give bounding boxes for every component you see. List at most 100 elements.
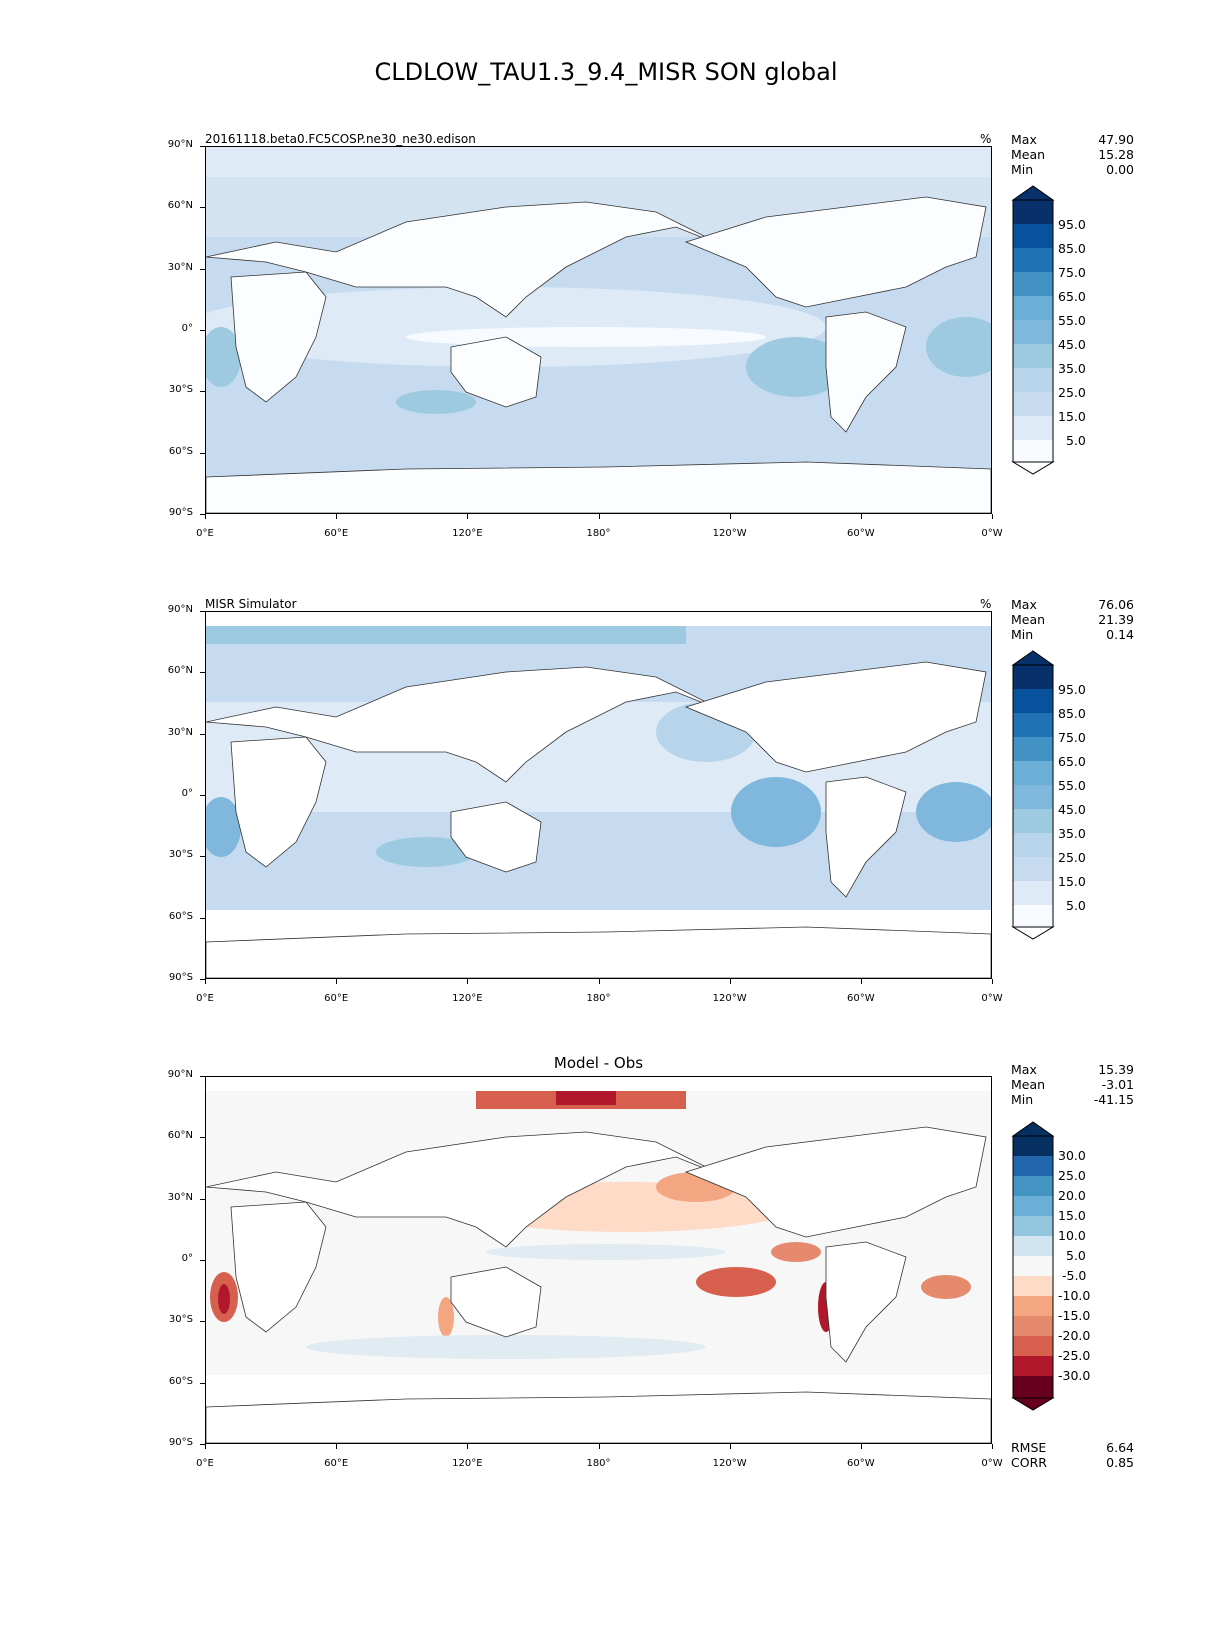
colorbar-label: 25.0 — [1058, 850, 1086, 865]
panel-title: Model - Obs — [553, 1054, 644, 1072]
min-label: Min — [1011, 1092, 1034, 1107]
colorbar-label: 30.0 — [1058, 1148, 1086, 1163]
x-tick-mark — [205, 1444, 206, 1449]
y-tick-mark — [200, 979, 205, 980]
y-tick-label: 60°N — [167, 665, 193, 677]
mean-value: 15.28 — [1098, 147, 1134, 162]
stats-block: Max 47.90 Mean 15.28 Min 0.00 — [1011, 132, 1134, 177]
colorbar-label: 85.0 — [1058, 706, 1086, 721]
panel-obs: MISR Simulator % Max 76.06 Mean 21.39 Min 0… — [0, 597, 1212, 1037]
y-tick-label: 60°N — [167, 1130, 193, 1142]
x-tick-label: 120°W — [712, 528, 747, 539]
x-tick-mark — [336, 514, 338, 519]
y-tick-label: 90°S — [168, 972, 193, 983]
colorbar-label: 55.0 — [1058, 778, 1086, 793]
colorbar-label: 35.0 — [1058, 361, 1086, 376]
colorbar-label: -25.0 — [1058, 1348, 1091, 1363]
colorbar-label: 10.0 — [1058, 1228, 1086, 1243]
max-value: 76.06 — [1098, 597, 1134, 612]
colorbar-label: 75.0 — [1058, 265, 1086, 280]
x-tick-label: 60°W — [847, 993, 875, 1004]
units-label: % — [980, 132, 992, 146]
y-tick-label: 90°S — [168, 1437, 193, 1448]
y-tick-label: 60°N — [167, 200, 193, 212]
colorbar: 95.0 85.0 75.0 65.0 55.0 45.0 35.0 25.0 … — [1011, 649, 1161, 941]
x-tick-label: 0°W — [981, 528, 1003, 539]
colorbar-label: 65.0 — [1058, 289, 1086, 304]
x-tick-mark — [336, 1444, 338, 1449]
mean-label: Mean — [1011, 612, 1046, 627]
x-tick-mark — [467, 1444, 469, 1449]
map-plot — [205, 146, 992, 514]
y-tick-mark — [200, 1321, 205, 1323]
mean-label: Mean — [1011, 147, 1046, 162]
y-tick-mark — [200, 452, 205, 454]
x-tick-label: 0°E — [196, 1458, 214, 1469]
x-tick-label: 60°E — [324, 1458, 349, 1469]
colorbar-label: -10.0 — [1058, 1288, 1091, 1303]
y-tick-mark — [200, 1260, 205, 1261]
min-label: Min — [1011, 627, 1034, 642]
max-label: Max — [1011, 132, 1037, 147]
x-tick-mark — [598, 1444, 600, 1449]
x-tick-mark — [992, 1444, 993, 1449]
y-tick-label: 60°S — [168, 1375, 193, 1387]
rmse-label: RMSE — [1011, 1440, 1047, 1455]
y-tick-label: 30°S — [168, 1314, 193, 1326]
colorbar-label: 15.0 — [1058, 874, 1086, 889]
x-tick-mark — [205, 514, 206, 519]
y-tick-mark — [200, 1382, 205, 1384]
y-tick-label: 30°N — [167, 1191, 193, 1203]
colorbar-label: 35.0 — [1058, 826, 1086, 841]
min-value: 0.00 — [1106, 162, 1134, 177]
colorbar-label: 45.0 — [1058, 337, 1086, 352]
y-tick-label: 30°N — [167, 261, 193, 273]
map-svg — [206, 612, 991, 978]
x-tick-label: 120°E — [452, 1458, 483, 1469]
max-label: Max — [1011, 1062, 1037, 1077]
y-tick-label: 0° — [181, 1253, 193, 1264]
x-tick-label: 120°W — [712, 1458, 747, 1469]
y-tick-label: 60°S — [168, 910, 193, 922]
mean-label: Mean — [1011, 1077, 1046, 1092]
colorbar-svg — [1011, 185, 1055, 475]
x-tick-mark — [205, 979, 206, 984]
y-tick-label: 30°S — [168, 384, 193, 396]
x-tick-label: 60°W — [847, 1458, 875, 1469]
y-tick-label: 90°N — [167, 139, 193, 150]
stats-block: Max 76.06 Mean 21.39 Min 0.14 — [1011, 597, 1134, 642]
y-tick-label: 60°S — [168, 445, 193, 457]
y-tick-mark — [200, 917, 205, 919]
x-tick-mark — [860, 979, 862, 984]
x-tick-mark — [729, 979, 731, 984]
y-tick-mark — [200, 1444, 205, 1445]
y-tick-mark — [200, 514, 205, 515]
continents — [206, 661, 991, 978]
x-tick-label: 180° — [586, 528, 611, 539]
continents — [206, 1126, 991, 1443]
colorbar: 30.0 25.0 20.0 15.0 10.0 5.0 -5.0 -10.0 … — [1011, 1120, 1161, 1412]
max-value: 15.39 — [1098, 1062, 1134, 1077]
x-tick-mark — [729, 1444, 731, 1449]
map-plot — [205, 1076, 992, 1444]
x-tick-label: 0°E — [196, 993, 214, 1004]
y-tick-mark — [200, 391, 205, 393]
y-tick-label: 90°N — [167, 604, 193, 615]
colorbar-label: 5.0 — [1066, 1248, 1086, 1263]
x-tick-label: 60°E — [324, 993, 349, 1004]
x-tick-label: 180° — [586, 993, 611, 1004]
colorbar-label: 25.0 — [1058, 385, 1086, 400]
x-tick-label: 0°W — [981, 1458, 1003, 1469]
max-label: Max — [1011, 597, 1037, 612]
colorbar-label: -5.0 — [1062, 1268, 1087, 1283]
y-tick-label: 0° — [181, 788, 193, 799]
figure-title: CLDLOW_TAU1.3_9.4_MISR SON global — [374, 58, 838, 86]
colorbar-label: 55.0 — [1058, 313, 1086, 328]
y-tick-mark — [200, 207, 205, 209]
x-tick-mark — [467, 979, 469, 984]
colorbar-label: -20.0 — [1058, 1328, 1091, 1343]
map-plot — [205, 611, 992, 979]
y-tick-mark — [200, 611, 205, 612]
panel-title: MISR Simulator — [205, 597, 297, 611]
corr-label: CORR — [1011, 1455, 1047, 1470]
